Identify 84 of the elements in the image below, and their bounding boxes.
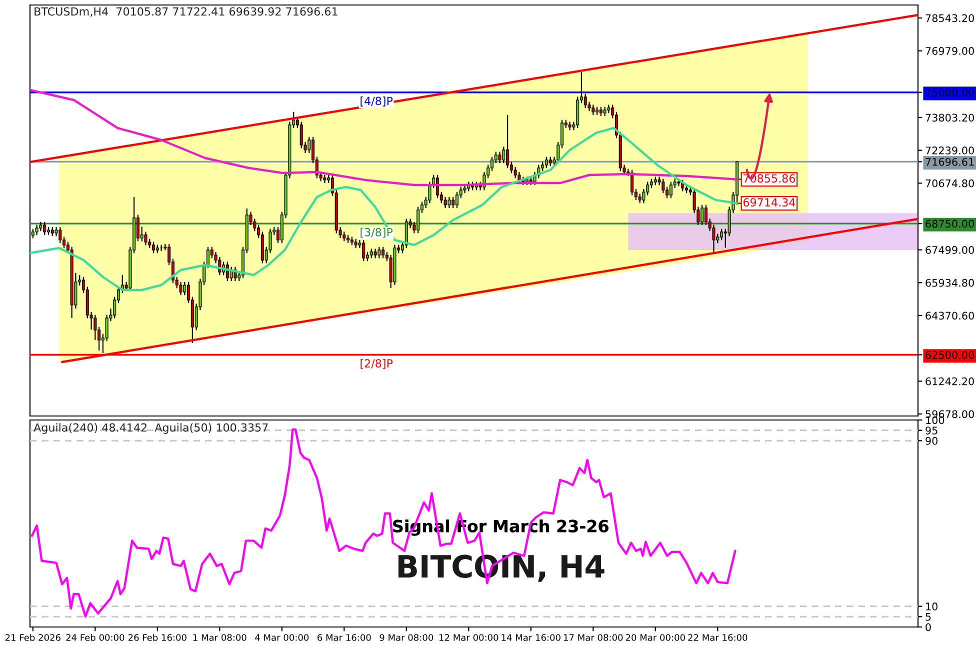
candlestick — [404, 218, 408, 249]
candlestick — [94, 314, 97, 341]
y-tick-label: 68750.00 — [926, 220, 974, 228]
candlestick — [506, 114, 510, 169]
x-tick-label: 1 Mar 08:00 — [193, 634, 246, 641]
x-tick-label: 4 Mar 00:00 — [255, 634, 309, 641]
candlestick — [544, 156, 548, 169]
candlestick — [452, 196, 455, 209]
x-tick-label: 21 Feb 2026 — [5, 634, 60, 641]
candlestick — [362, 239, 366, 262]
candlestick — [548, 156, 552, 167]
x-tick-label: 22 Mar 16:00 — [688, 634, 748, 641]
candlestick — [455, 191, 458, 209]
candlestick — [39, 221, 42, 232]
y-tick-label: 90 — [926, 436, 938, 445]
candlestick — [642, 188, 646, 204]
candlestick — [43, 221, 46, 236]
candlestick — [444, 196, 447, 209]
y-tick-label: 71696.61 — [926, 158, 974, 166]
y-tick-label: 76979.00 — [926, 47, 974, 55]
ref-line-label: [3/8]P — [360, 228, 393, 238]
candlestick — [448, 196, 451, 209]
x-tick-label: 6 Mar 16:00 — [318, 634, 371, 641]
candlestick — [490, 156, 494, 172]
y-tick-label: 95 — [926, 426, 938, 434]
candlestick — [498, 151, 502, 164]
x-tick-label: 9 Mar 08:00 — [380, 634, 434, 641]
y-tick-label: 73803.20 — [926, 114, 974, 122]
y-tick-label: 10 — [926, 602, 938, 610]
candlestick — [700, 204, 704, 226]
x-tick-label: 24 Feb 00:00 — [66, 634, 124, 641]
candlestick — [662, 178, 665, 194]
chart-title: Aguila(240) 48.4142 Aguila(50) 100.3357 — [34, 423, 268, 434]
candlestick — [514, 166, 517, 179]
candlestick — [584, 93, 587, 109]
y-tick-label: 100 — [926, 416, 944, 424]
candlestick — [592, 104, 595, 116]
candlestick — [416, 206, 420, 234]
y-tick-label: 67499.00 — [926, 246, 974, 254]
candlestick — [720, 228, 724, 241]
candlestick — [58, 226, 62, 244]
y-tick-label: 78543.20 — [926, 14, 974, 22]
candlestick — [370, 248, 373, 259]
y-tick-label: 62500.00 — [926, 350, 974, 359]
y-tick-label: 72239.00 — [926, 146, 974, 154]
candlestick — [35, 224, 38, 236]
x-tick-label: 26 Feb 16:00 — [128, 634, 186, 641]
candlestick — [541, 161, 544, 172]
candlestick — [354, 238, 358, 249]
x-tick-label: 14 Mar 16:00 — [502, 634, 560, 641]
annotation: 69714.34 — [743, 198, 796, 207]
candlestick — [638, 193, 642, 204]
candlestick — [54, 226, 58, 237]
candlestick — [603, 106, 606, 117]
candlestick — [436, 174, 440, 199]
y-tick-label: 59678.00 — [926, 410, 974, 418]
candlestick — [50, 226, 54, 237]
candlestick — [650, 178, 654, 189]
candlestick — [382, 246, 385, 259]
candlestick — [342, 231, 346, 242]
candlestick — [206, 246, 210, 269]
x-tick-label: 17 Mar 08:00 — [564, 634, 623, 641]
y-tick-label: 75000.00 — [926, 88, 974, 96]
candlestick — [378, 246, 381, 259]
candlestick — [502, 146, 506, 164]
x-tick-label: 20 Mar 00:00 — [626, 634, 685, 641]
candlestick — [599, 106, 602, 117]
y-tick-label: 64370.60 — [926, 312, 974, 320]
candlestick — [179, 281, 182, 296]
annotation: 70855.86 — [744, 174, 796, 183]
candlestick — [152, 241, 156, 254]
y-tick-label: 70674.80 — [926, 179, 974, 188]
chart-title: BTCUSDm,H4 70105.87 71722.41 69639.92 71696.61 — [34, 7, 338, 17]
y-tick-label: 5 — [926, 613, 931, 621]
candlestick — [704, 204, 708, 226]
candlestick — [669, 181, 672, 199]
candlestick — [374, 248, 377, 259]
y-tick-label: 61242.20 — [926, 377, 974, 386]
candlestick — [300, 121, 303, 149]
x-tick-label: 12 Mar 00:00 — [440, 634, 498, 641]
ref-line-label: [2/8]P — [360, 358, 393, 369]
ref-line-label: [4/8]P — [360, 96, 393, 106]
y-tick-label: 0 — [926, 623, 931, 632]
y-tick-label: 65934.80 — [926, 278, 974, 287]
